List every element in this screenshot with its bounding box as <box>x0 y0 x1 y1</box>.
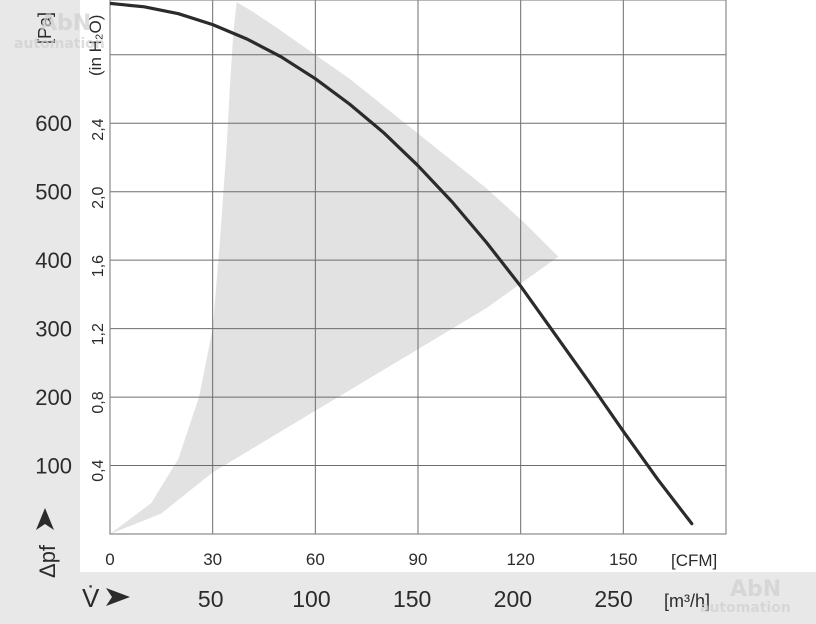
y-unit-pa: [Pa] <box>35 12 55 44</box>
tick-label-cfm: 150 <box>609 550 637 569</box>
tick-label-inh2o: 1,2 <box>90 323 107 345</box>
svg-text:automation: automation <box>14 36 105 52</box>
svg-text:automation: automation <box>700 600 791 616</box>
tick-label-cfm: 90 <box>409 550 428 569</box>
grid-lines <box>110 0 726 534</box>
tick-label-m3h: 150 <box>393 586 431 612</box>
inh2o-tick-labels: 0,4 0,8 1,2 1,6 2,0 2,4 <box>90 118 107 481</box>
tick-label-pa: 500 <box>35 180 72 205</box>
x-axis-symbol: V̇ <box>82 583 100 613</box>
tick-label-pa: 600 <box>35 111 72 136</box>
m3h-tick-labels: 50 100 150 200 250 <box>198 586 633 612</box>
y-unit-inh2o: (in H₂O) <box>86 15 105 76</box>
tick-label-cfm: 30 <box>203 550 222 569</box>
cfm-tick-labels: 0 30 60 90 120 150 <box>105 550 637 569</box>
tick-label-m3h: 250 <box>594 586 632 612</box>
tick-label-m3h: 50 <box>198 586 224 612</box>
tick-label-cfm: 0 <box>105 550 114 569</box>
pa-tick-labels: 100 200 300 400 500 600 <box>35 111 72 478</box>
left-axis-band <box>0 0 80 624</box>
pressure-curve-series <box>109 1 694 526</box>
y-axis-arrow-icon <box>36 508 54 530</box>
y-axis-symbol: Δpf <box>35 544 60 578</box>
tick-label-pa: 100 <box>35 454 72 479</box>
x-unit-m3h: [m³/h] <box>664 591 710 611</box>
bottom-axis-band <box>80 572 816 624</box>
tick-label-pa: 300 <box>35 317 72 342</box>
tick-label-inh2o: 0,8 <box>90 391 107 413</box>
tick-label-pa: 400 <box>35 248 72 273</box>
x-axis-arrow-icon <box>106 588 130 606</box>
watermark-bottom: AbN automation <box>700 577 791 616</box>
tick-label-m3h: 100 <box>292 586 330 612</box>
plot-frame <box>109 0 727 535</box>
x-unit-cfm: [CFM] <box>671 551 717 570</box>
tick-label-inh2o: 2,0 <box>90 187 107 209</box>
tick-label-m3h: 200 <box>494 586 532 612</box>
operating-region <box>110 2 559 535</box>
tick-label-inh2o: 2,4 <box>90 118 107 140</box>
tick-label-pa: 200 <box>35 385 72 410</box>
watermark-top: AbN automation <box>14 11 105 52</box>
svg-text:AbN: AbN <box>40 11 91 36</box>
tick-label-cfm: 120 <box>506 550 534 569</box>
tick-label-cfm: 60 <box>306 550 325 569</box>
tick-label-inh2o: 0,4 <box>90 459 107 481</box>
tick-label-inh2o: 1,6 <box>90 255 107 277</box>
svg-text:AbN: AbN <box>730 577 781 602</box>
